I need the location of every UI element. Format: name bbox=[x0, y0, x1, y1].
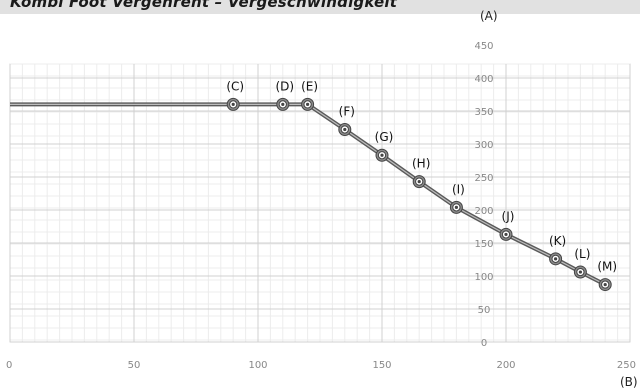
data-point-dot bbox=[380, 153, 384, 157]
data-point-label: (I) bbox=[452, 182, 465, 196]
data-point-label: (D) bbox=[275, 79, 294, 93]
data-point-label: (H) bbox=[412, 157, 430, 171]
data-point-dot bbox=[504, 232, 508, 237]
x-tick-label: 150 bbox=[372, 360, 391, 371]
y-tick-label: 400 bbox=[474, 74, 493, 85]
point-labels: (C) (D) (E) (F) (G) (H) (I) (J) (K) (L) (M) bbox=[226, 79, 617, 273]
y-tick-label: 350 bbox=[474, 107, 493, 118]
data-point-label: (J) bbox=[502, 209, 515, 223]
data-point-dot bbox=[231, 102, 235, 106]
y-tick-label: 300 bbox=[474, 140, 493, 151]
x-tick-label: 200 bbox=[496, 360, 515, 371]
data-point-dot bbox=[306, 102, 310, 106]
data-point-dot bbox=[417, 180, 421, 184]
y-tick-label: 100 bbox=[474, 272, 493, 283]
data-point-label: (M) bbox=[597, 260, 617, 274]
y-tick-label: 200 bbox=[474, 206, 493, 217]
x-tick-label: 0 bbox=[6, 360, 12, 371]
data-point-label: (G) bbox=[375, 130, 394, 144]
data-point-label: (K) bbox=[549, 234, 566, 248]
y-axis-ticks: 0 50 100 150 200 250 300 350 400 450 bbox=[474, 41, 493, 349]
data-point-label: (L) bbox=[574, 247, 590, 261]
data-point-label: (E) bbox=[301, 79, 318, 93]
title-bar: Kombi Foot Vergehrent – Vergeschwindigke… bbox=[0, 0, 640, 14]
y-tick-label: 250 bbox=[474, 173, 493, 184]
data-point-label: (F) bbox=[339, 104, 355, 118]
y-tick-label: 150 bbox=[474, 239, 493, 250]
data-point-label: (C) bbox=[226, 79, 244, 93]
data-point-dot bbox=[578, 270, 583, 274]
data-point-dot bbox=[343, 127, 347, 132]
y-tick-label: 450 bbox=[474, 41, 493, 52]
chart-title: Kombi Foot Vergehrent – Vergeschwindigke… bbox=[10, 0, 398, 11]
y-tick-label: 0 bbox=[481, 338, 487, 349]
data-points bbox=[226, 97, 612, 292]
x-axis-label: (B) bbox=[620, 375, 638, 389]
x-tick-label: 100 bbox=[248, 360, 267, 371]
data-point-dot bbox=[454, 205, 458, 209]
data-point-dot bbox=[603, 282, 607, 287]
x-tick-label: 50 bbox=[128, 360, 141, 371]
y-tick-label: 50 bbox=[478, 305, 491, 316]
x-tick-label: 250 bbox=[617, 360, 636, 371]
data-point-dot bbox=[281, 102, 285, 106]
data-point-dot bbox=[554, 257, 558, 261]
y-axis-label: (A) bbox=[480, 9, 498, 23]
x-axis-ticks: 0 50 100 150 200 250 bbox=[6, 360, 636, 371]
gridlines bbox=[9, 63, 631, 343]
